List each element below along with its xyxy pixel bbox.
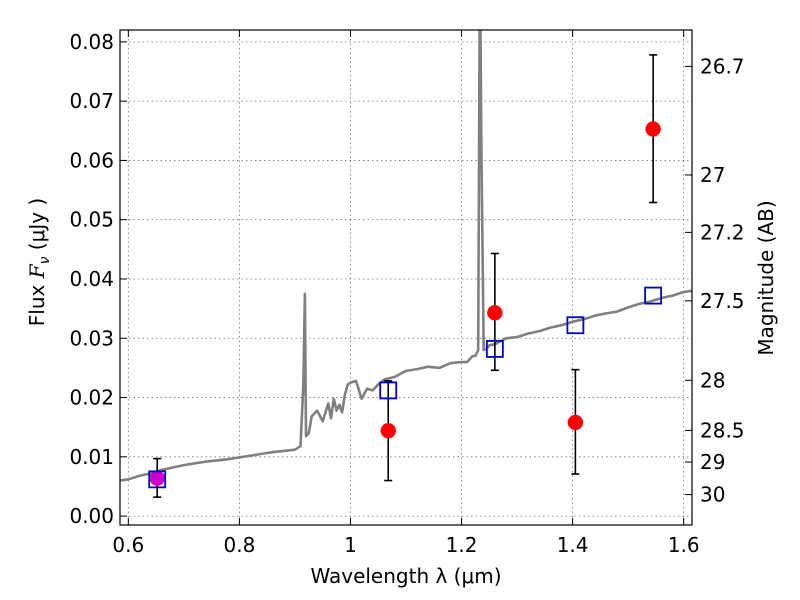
y-axis-label-sub: ν — [37, 256, 53, 264]
y-axis-label-unit: (μJy ) — [25, 198, 49, 257]
observed-points — [149, 121, 661, 486]
mag-tick-label-1: 27 — [700, 163, 725, 187]
y-ticks: 0.00 0.01 0.02 0.03 0.04 0.05 0.06 0.07 0.08 — [69, 30, 127, 528]
mag-tick-label-7: 30 — [700, 483, 725, 507]
mag-tick-label-5: 28.5 — [700, 418, 745, 442]
model-point-3 — [566, 316, 585, 335]
observed-point-3 — [567, 414, 584, 431]
y-tick-label-6: 0.06 — [69, 148, 114, 172]
y-tick-label-8: 0.08 — [69, 30, 114, 54]
right-axis-label: Magnitude (AB) — [754, 200, 778, 355]
observed-point-4 — [645, 121, 661, 137]
observed-point-highlight — [149, 470, 165, 486]
y-tick-label-0: 0.00 — [69, 504, 114, 528]
model-point-4 — [644, 286, 663, 305]
y-axis-label-prefix: Flux — [25, 278, 49, 326]
y-axis-label: Flux Fν (μJy ) — [25, 198, 53, 326]
observed-point-2 — [487, 305, 503, 321]
spectrum — [120, 30, 692, 482]
model-points — [148, 286, 663, 489]
observed-point-1 — [380, 422, 396, 439]
y-tick-label-3: 0.03 — [69, 326, 114, 350]
error-bars — [153, 54, 658, 498]
mag-tick-label-2: 27.2 — [700, 220, 745, 244]
plot-frame — [119, 29, 693, 526]
grid — [120, 30, 692, 525]
y-tick-label-7: 0.07 — [69, 89, 114, 113]
x-tick-label-4: 1.4 — [557, 533, 589, 557]
model-point-0 — [148, 470, 167, 489]
y-tick-label-4: 0.04 — [69, 267, 114, 291]
x-tick-label-1: 0.8 — [223, 533, 255, 557]
mag-tick-label-4: 28 — [700, 368, 725, 392]
x-tick-label-3: 1.2 — [446, 533, 478, 557]
mag-tick-label-3: 27.5 — [700, 289, 745, 313]
y-tick-label-5: 0.05 — [69, 208, 114, 232]
y-tick-label-1: 0.01 — [69, 445, 114, 469]
model-point-1 — [379, 381, 398, 400]
mag-tick-label-6: 29 — [700, 450, 725, 474]
x-tick-label-5: 1.6 — [668, 533, 700, 557]
spectrum-line — [120, 30, 692, 482]
mag-tick-label-0: 26.7 — [700, 54, 745, 78]
magnitude-ticks: 26.7 27 27.2 27.5 28 28.5 29 30 — [685, 54, 745, 507]
y-axis-label-var: F — [25, 263, 49, 279]
x-tick-label-0: 0.6 — [112, 533, 144, 557]
model-point-2 — [485, 340, 504, 358]
x-axis-label: Wavelength λ (μm) — [310, 564, 501, 588]
y-tick-label-2: 0.02 — [69, 386, 114, 410]
x-tick-label-2: 1 — [344, 533, 357, 557]
x-ticks: 0.6 0.8 1 1.2 1.4 1.6 — [112, 30, 700, 557]
